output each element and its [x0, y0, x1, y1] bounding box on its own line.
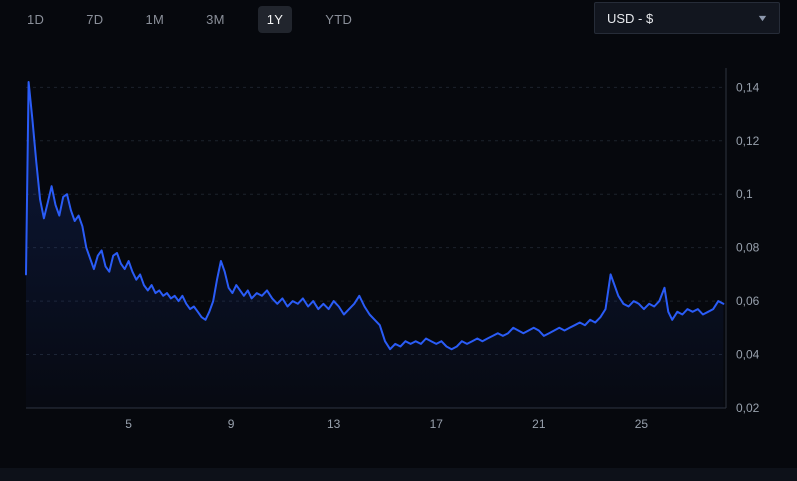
- y-axis-tick-label: 0,12: [736, 134, 760, 148]
- y-axis-tick-label: 0,06: [736, 294, 760, 308]
- y-axis-tick-label: 0,08: [736, 241, 760, 255]
- x-axis-tick-label: 25: [635, 417, 649, 430]
- bottom-panel-edge: [0, 468, 797, 481]
- x-axis-tick-label: 21: [532, 417, 546, 430]
- price-chart-container: 0,14 0,12 0,1 0,08 0,06 0,04 0,02 5 9 13 17 21 25: [0, 40, 797, 435]
- price-area-fill: [26, 82, 724, 408]
- y-axis-tick-label: 0,14: [736, 80, 760, 94]
- chevron-down-icon: ▼: [756, 13, 769, 23]
- tab-1m[interactable]: 1M: [145, 12, 165, 27]
- tab-ytd[interactable]: YTD: [325, 12, 353, 27]
- currency-selector[interactable]: USD - $ ▼: [594, 2, 780, 34]
- y-axis-tick-label: 0,1: [736, 187, 753, 201]
- price-chart[interactable]: 0,14 0,12 0,1 0,08 0,06 0,04 0,02 5 9 13 17 21 25: [18, 58, 788, 431]
- tab-3m[interactable]: 3M: [206, 12, 225, 27]
- x-axis-tick-label: 17: [430, 417, 444, 430]
- y-axis-tick-label: 0,04: [736, 348, 760, 362]
- currency-selected-value: USD - $: [607, 10, 654, 26]
- chart-toolbar: 1D 7D 1M 3M 1Y YTD USD - $ ▼: [0, 0, 797, 40]
- price-line-series: [25, 81, 725, 351]
- tab-7d[interactable]: 7D: [86, 12, 104, 27]
- y-axis-tick-label: 0,02: [736, 401, 760, 415]
- time-range-tabs: 1D 7D 1M 3M 1Y YTD: [18, 6, 361, 33]
- tab-1d[interactable]: 1D: [27, 12, 45, 27]
- tab-1y[interactable]: 1Y: [257, 6, 293, 33]
- x-axis-tick-label: 5: [125, 417, 132, 430]
- x-axis-tick-label: 9: [228, 417, 235, 430]
- x-axis-tick-label: 13: [327, 417, 341, 430]
